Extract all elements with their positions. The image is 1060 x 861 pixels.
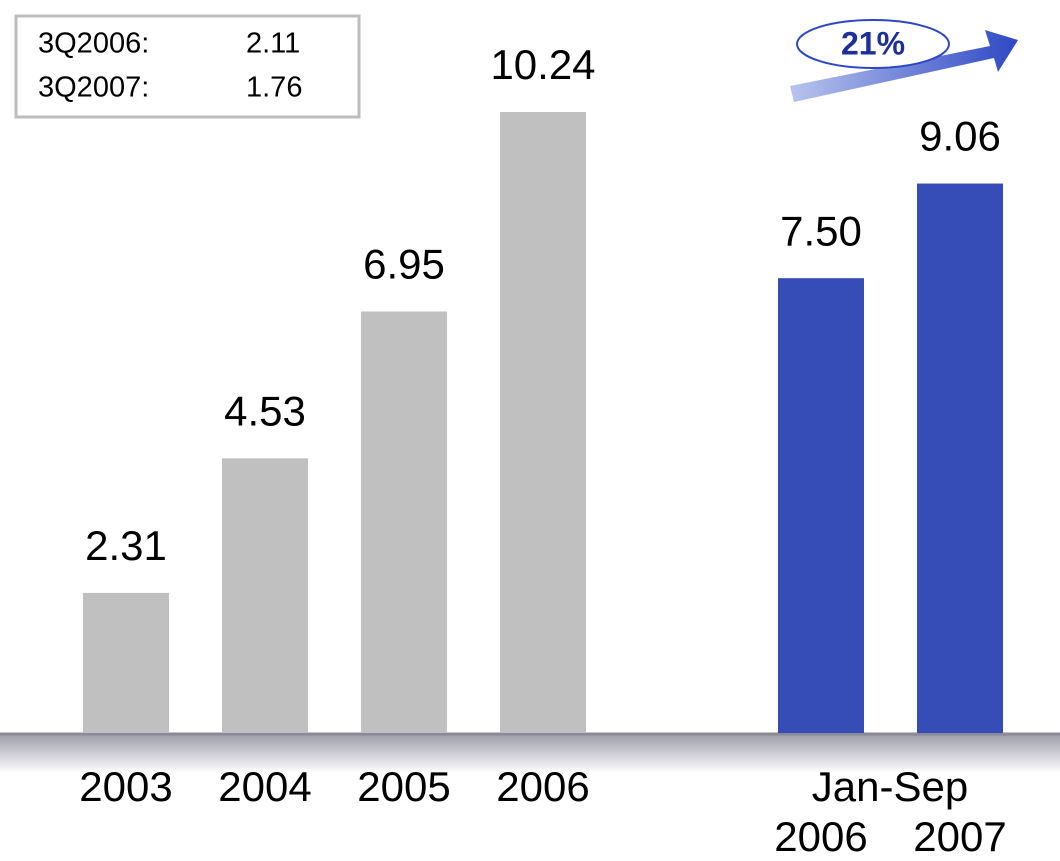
inset-value: 2.11 [246,28,300,60]
growth-label: 21% [841,25,905,61]
value-label: 9.06 [919,113,1001,160]
inset-value: 1.76 [246,72,302,104]
bar [917,183,1003,733]
value-label: 7.50 [780,207,862,254]
inset-label: 3Q2006: [38,28,149,60]
x-tick-label: 2003 [79,763,172,810]
x-tick-label: 2006 [774,813,867,860]
bar [361,311,447,733]
value-label: 2.31 [85,522,167,569]
growth-ellipse [796,19,950,69]
x-tick-label: 2007 [913,813,1006,860]
value-label: 10.24 [490,41,595,88]
inset-box [14,14,361,119]
inset-label: 3Q2007: [38,72,149,104]
value-label: 4.53 [224,387,306,434]
bar [778,278,864,733]
value-label: 6.95 [363,241,445,288]
bar [222,458,308,733]
group-label: Jan-Sep [812,763,968,810]
x-tick-label: 2005 [357,763,450,810]
baseline-floor [0,733,1060,773]
x-tick-label: 2004 [218,763,311,810]
bar [83,592,169,733]
bar [500,112,586,733]
x-tick-label: 2006 [496,763,589,810]
